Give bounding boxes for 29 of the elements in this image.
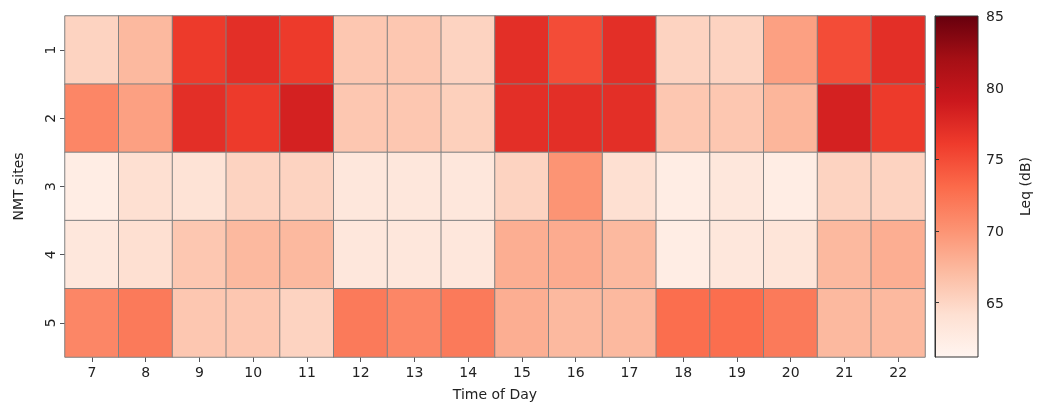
color-bar-label: 65 [986, 294, 1004, 311]
x-tick-label: 12 [351, 364, 370, 380]
x-tick-label: 11 [297, 364, 316, 380]
color-bar-label: 75 [986, 151, 1004, 168]
x-tick-label: 8 [141, 364, 151, 380]
color-bar-label: 70 [986, 222, 1004, 239]
y-tick-label: 1 [42, 45, 58, 55]
x-tick-label: 14 [459, 364, 478, 380]
x-tick-label: 16 [566, 364, 585, 380]
x-tick-label: 20 [781, 364, 800, 380]
y-tick-label: 5 [42, 318, 58, 328]
color-bar-label: 80 [986, 79, 1004, 96]
y-tick-label: 2 [42, 113, 58, 123]
x-tick-label: 18 [674, 364, 693, 380]
x-axis-title: Time of Day [451, 386, 538, 402]
x-tick-label: 22 [889, 364, 908, 380]
x-tick-label: 10 [244, 364, 263, 380]
y-tick-label: 4 [42, 250, 58, 260]
x-tick-label: 13 [405, 364, 424, 380]
x-tick-label: 9 [194, 364, 204, 380]
x-tick-label: 21 [835, 364, 854, 380]
color-bar-title: Leq (dB) [1017, 157, 1033, 216]
x-tick-label: 19 [727, 364, 746, 380]
x-tick-label: 15 [512, 364, 531, 380]
color-bar-label: 85 [986, 8, 1004, 24]
x-tick-label: 7 [87, 364, 97, 380]
y-tick-label: 3 [42, 182, 58, 191]
x-tick-label: 17 [620, 364, 639, 380]
y-axis-title: NMT sites [10, 152, 26, 221]
